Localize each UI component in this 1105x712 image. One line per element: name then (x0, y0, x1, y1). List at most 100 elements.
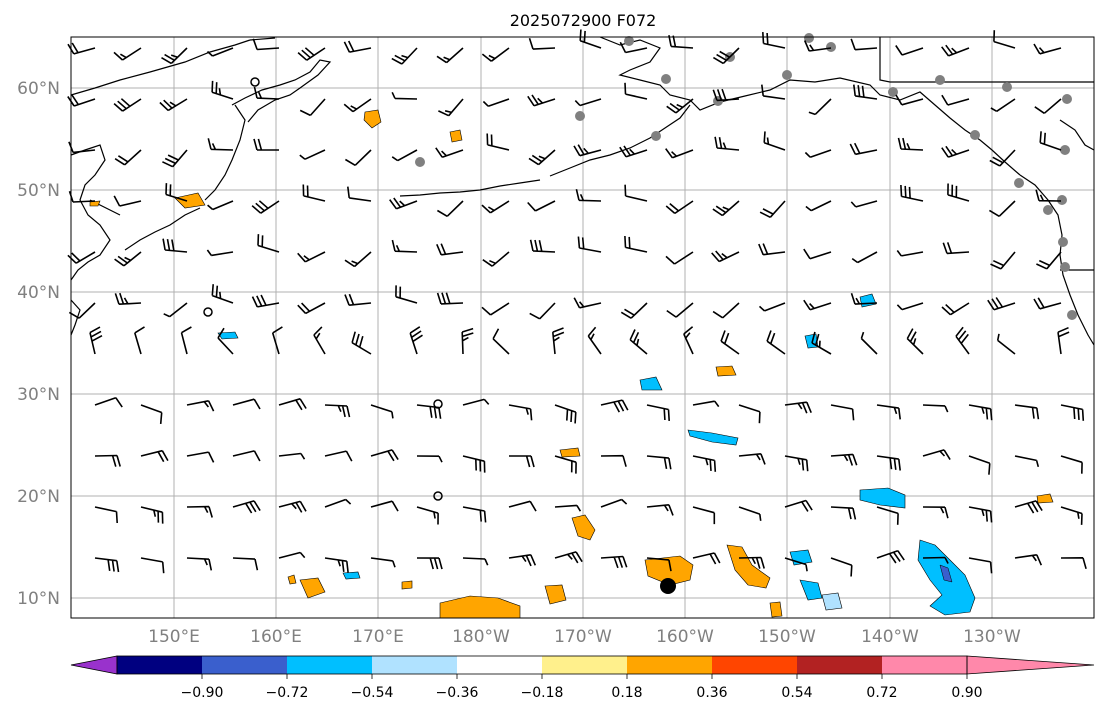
wind-barb (738, 453, 766, 465)
colorbar-segment (797, 656, 882, 674)
wind-barb (784, 557, 808, 572)
wind-barb (527, 94, 556, 107)
colorbar-tick-label: −0.72 (266, 685, 309, 701)
wind-barb (302, 184, 326, 202)
colorbar-segment (457, 656, 542, 674)
wind-barb (851, 251, 878, 264)
wind-barb (1033, 43, 1062, 55)
wind-barb (830, 404, 855, 421)
wind-barb (968, 557, 993, 574)
wind-barb (876, 404, 901, 420)
wind-barb (624, 82, 648, 100)
wind-barb (436, 47, 464, 64)
wind-barb (486, 133, 510, 151)
wind-barb (554, 455, 577, 474)
colorbar-segment (882, 656, 967, 674)
colorbar-tick-label: 0.54 (781, 685, 812, 701)
wind-barb (344, 251, 372, 268)
wind-barb (140, 404, 163, 424)
wind-barb (587, 326, 602, 355)
wind-barb (758, 243, 786, 256)
wind-barb (299, 149, 326, 160)
wind-barb (207, 138, 234, 151)
wind-barb (1014, 500, 1043, 514)
wind-barb (1057, 326, 1070, 355)
wind-barb (805, 200, 832, 212)
wind-barb (94, 506, 118, 524)
colorbar-tick-label: 0.90 (951, 685, 982, 701)
wind-barb (906, 328, 924, 355)
wind-barb (343, 98, 372, 113)
wind-barb (554, 404, 577, 424)
wind-barb (278, 452, 306, 460)
wind-barb (573, 144, 602, 157)
wind-barb (619, 41, 648, 54)
wind-barb (232, 450, 261, 462)
wind-barb (922, 449, 951, 461)
wind-barb (180, 326, 192, 355)
wind-barb (738, 404, 761, 424)
wind-barb (481, 47, 510, 62)
wind-barb (113, 98, 142, 112)
wind-barb (830, 453, 858, 466)
wind-barb (211, 284, 234, 304)
wind-barb (527, 200, 556, 212)
wind-barb (849, 142, 878, 156)
colorbar-tick-label: 0.18 (611, 685, 642, 701)
wind-barb (370, 404, 394, 419)
wind-barb (784, 499, 813, 512)
lon-label: 150°E (148, 627, 200, 647)
wind-barb (462, 506, 487, 523)
wind-barb (761, 84, 786, 100)
wind-barb (271, 326, 283, 355)
wind-barb (416, 455, 443, 463)
wind-barb (391, 91, 418, 100)
wind-barb (162, 149, 188, 168)
station-markers (203, 33, 1077, 594)
colorbar-segment (202, 656, 287, 674)
lon-label: 150°W (758, 627, 816, 647)
lon-label: 130°W (963, 627, 1021, 647)
wind-barb (1034, 98, 1062, 114)
wind-barb (941, 145, 970, 158)
wind-barb (186, 451, 215, 463)
wind-barb (554, 504, 582, 512)
wind-barb (324, 404, 351, 418)
wind-barb (876, 506, 899, 525)
wind-barb (140, 506, 164, 524)
wind-barb (762, 32, 786, 49)
wind-barb (811, 331, 832, 355)
wind-barb (509, 455, 535, 468)
colorbar-tick-label: 0.36 (696, 685, 727, 701)
wind-barb (552, 327, 565, 355)
colorbar-tick-label: −0.54 (351, 685, 394, 701)
wind-barb (278, 551, 306, 559)
wind-barb (900, 184, 924, 202)
colorbar-tick-label: −0.36 (436, 685, 479, 701)
wind-barb (297, 251, 326, 263)
wind-barb (896, 250, 924, 257)
lat-label: 50°N (17, 181, 60, 201)
wind-barb (162, 238, 188, 253)
wind-barb (804, 149, 832, 158)
wind-barb (1035, 189, 1062, 202)
wind-barb (574, 98, 602, 107)
wind-barb (876, 455, 901, 471)
lon-label: 140°W (861, 627, 919, 647)
wind-barb (850, 293, 878, 305)
wind-barb (990, 251, 1016, 270)
wind-barb (217, 327, 234, 355)
wind-barb (391, 47, 418, 65)
wind-barb (666, 98, 694, 114)
wind-barb (324, 450, 353, 462)
wind-barb (942, 242, 970, 255)
wind-barb (1014, 455, 1040, 468)
wind-barb (297, 47, 326, 61)
colorbar-extend-low (70, 655, 118, 675)
wind-barb (416, 404, 442, 419)
wind-barb (895, 45, 924, 56)
wind-barb (211, 80, 234, 100)
wind-barb (351, 331, 372, 355)
lon-labels: 150°E 160°E 170°E 180°W 170°W 160°W 150°… (148, 627, 1021, 647)
wind-barb (711, 250, 740, 263)
